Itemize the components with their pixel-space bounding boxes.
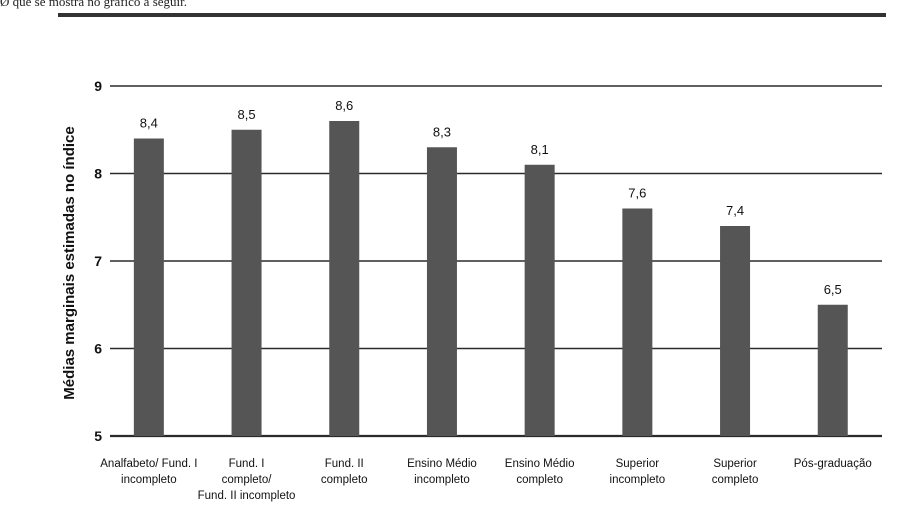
header-rule [58,13,886,17]
gridlines [110,85,882,438]
data-label-5: 8,1 [531,142,549,157]
x-tick-label-4: Ensino Médio incompleto [407,458,477,486]
bar-7 [720,226,751,436]
x-tick-label-3: Fund. II completo [321,458,368,486]
data-label-6: 7,6 [628,186,646,201]
data-label-1: 8,4 [140,116,158,131]
bar-4 [426,147,457,436]
y-tick-label-6: 6 [94,341,102,357]
bars [133,121,848,436]
x-tick-label-7: Superior completo [712,458,759,486]
data-label-7: 7,4 [726,203,744,218]
data-label-3: 8,6 [335,98,353,113]
data-labels: 8,4 8,5 8,6 8,3 8,1 7,6 7,4 6,5 [140,98,842,297]
bar-3 [329,121,360,436]
y-axis-label: Médias marginais estimadas no índice [61,126,78,399]
x-tick-label-5: Ensino Médio completo [505,458,575,486]
y-tick-label-5: 5 [94,428,102,444]
y-tick-label-9: 9 [94,78,102,94]
data-label-8: 6,5 [824,282,842,297]
y-tick-label-8: 8 [94,166,102,182]
data-label-2: 8,5 [238,107,256,122]
x-tick-label-8: Pós-graduação [794,458,872,470]
y-axis-ticks: 5 6 7 8 9 [94,78,102,444]
x-tick-label-6: Superior incompleto [610,458,666,486]
y-tick-label-7: 7 [94,253,102,269]
bar-5 [524,164,555,436]
bar-2 [231,129,262,436]
bar-1 [133,138,164,436]
bar-6 [622,208,653,436]
page-caption: Ø que se mostra no gráfico a seguir. [0,0,188,9]
bar-8 [817,304,848,436]
data-label-4: 8,3 [433,124,451,139]
